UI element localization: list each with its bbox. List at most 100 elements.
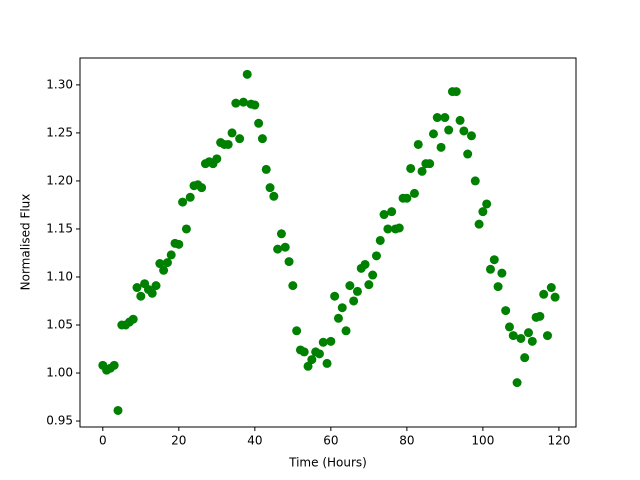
point <box>417 166 427 176</box>
point <box>151 281 161 291</box>
point <box>504 322 514 332</box>
point <box>231 98 241 108</box>
point <box>451 87 461 97</box>
point <box>257 134 267 144</box>
point <box>162 258 172 268</box>
point <box>136 291 146 301</box>
point <box>242 69 252 79</box>
point <box>113 405 123 415</box>
point <box>185 192 195 202</box>
point <box>455 115 465 125</box>
point <box>489 255 499 265</box>
point <box>235 134 245 144</box>
point <box>508 331 518 341</box>
y-tick-label: 1.05 <box>46 318 73 332</box>
point <box>371 251 381 261</box>
point <box>493 282 503 292</box>
y-tick-label: 1.00 <box>46 366 73 380</box>
x-tick-label: 0 <box>99 434 107 448</box>
point <box>155 259 165 269</box>
y-tick-label: 1.10 <box>46 269 73 283</box>
point <box>128 314 138 324</box>
y-tick-label: 1.25 <box>46 125 73 139</box>
point <box>550 292 560 302</box>
x-tick-label: 120 <box>547 434 570 448</box>
point <box>178 197 188 207</box>
point <box>109 360 119 370</box>
point <box>299 347 309 357</box>
x-tick-label: 60 <box>323 434 338 448</box>
point <box>440 113 450 123</box>
point <box>174 239 184 249</box>
x-axis-label: Time (Hours) <box>288 456 367 470</box>
point <box>474 219 484 229</box>
point <box>265 183 275 193</box>
point <box>375 235 385 245</box>
x-tick-label: 20 <box>171 434 186 448</box>
point <box>516 333 526 343</box>
point <box>292 326 302 336</box>
y-tick-label: 0.95 <box>46 414 73 428</box>
point <box>345 281 355 291</box>
plot-frame <box>79 57 577 428</box>
point <box>341 326 351 336</box>
point <box>379 210 389 220</box>
point <box>539 289 549 299</box>
point <box>352 286 362 296</box>
point <box>463 149 473 159</box>
point <box>284 257 294 267</box>
point <box>322 358 332 368</box>
y-tick-label: 1.30 <box>46 77 73 91</box>
point <box>425 159 435 169</box>
point <box>314 349 324 359</box>
y-axis-label: Normalised Flux <box>19 194 33 291</box>
y-tick-label: 1.15 <box>46 221 73 235</box>
x-tick-label: 40 <box>247 434 262 448</box>
point <box>223 139 233 149</box>
point <box>147 288 157 298</box>
point <box>276 229 286 239</box>
point <box>254 118 264 128</box>
point <box>273 244 283 254</box>
point <box>527 336 537 346</box>
point <box>428 129 438 139</box>
point <box>542 331 552 341</box>
point <box>303 361 313 371</box>
point <box>238 97 248 107</box>
point <box>368 270 378 280</box>
point <box>535 311 545 321</box>
point <box>444 125 454 135</box>
point <box>406 163 416 173</box>
point <box>269 191 279 201</box>
point <box>482 199 492 209</box>
point <box>197 183 207 193</box>
point <box>318 337 328 347</box>
point <box>402 193 412 203</box>
point <box>485 264 495 274</box>
point <box>520 353 530 363</box>
point <box>181 224 191 234</box>
point <box>333 313 343 323</box>
point <box>360 259 370 269</box>
point <box>546 283 556 293</box>
point <box>436 142 446 152</box>
point <box>250 100 260 110</box>
point <box>512 378 522 388</box>
point <box>307 355 317 365</box>
point <box>413 139 423 149</box>
point <box>280 242 290 252</box>
point <box>394 223 404 233</box>
point <box>132 283 142 293</box>
point <box>523 328 533 338</box>
point <box>227 128 237 138</box>
x-tick-label: 100 <box>471 434 494 448</box>
point <box>159 265 169 275</box>
point <box>330 291 340 301</box>
point <box>349 296 359 306</box>
point <box>470 176 480 186</box>
point <box>337 303 347 313</box>
point <box>478 207 488 217</box>
point <box>166 250 176 260</box>
point <box>387 207 397 217</box>
